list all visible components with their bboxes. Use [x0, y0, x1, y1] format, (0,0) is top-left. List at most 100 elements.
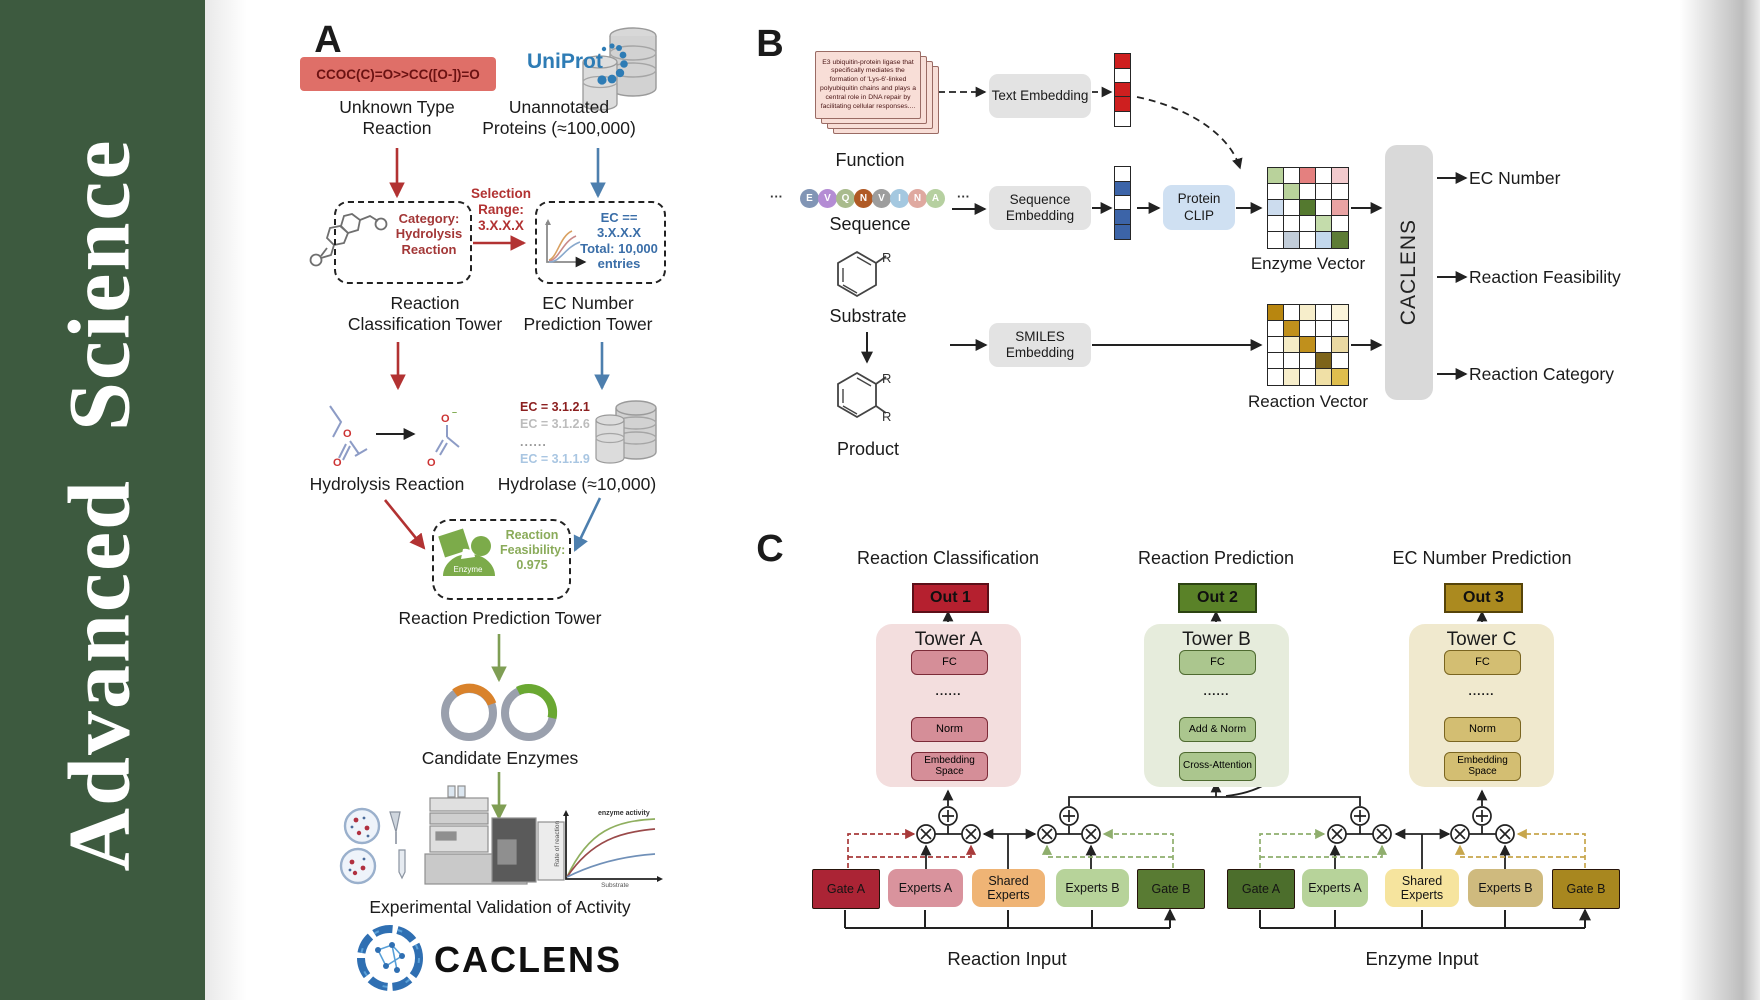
vector-cell [1267, 368, 1285, 386]
vector-cell [1315, 304, 1333, 322]
out1-box: Out 1 [912, 583, 989, 613]
molecule-sketch-icon [309, 213, 388, 267]
vector-cell [1331, 183, 1349, 201]
vector-cell [1331, 304, 1349, 322]
uniprot-database-icon [582, 27, 657, 111]
vector-cell [1331, 167, 1349, 185]
classification-tower-label: Reaction Classification Tower [347, 293, 503, 334]
caclens-block: CACLENS [1385, 145, 1433, 400]
caclens-brand-text: CACLENS [434, 939, 623, 980]
output-reaction-feasibility: Reaction Feasibility [1469, 267, 1621, 287]
vector-cell [1315, 167, 1333, 185]
reaction-vector-label: Reaction Vector [1247, 392, 1368, 411]
activity-chart-icon [563, 810, 663, 882]
vector-cell [1331, 231, 1349, 249]
vector-cell [1299, 304, 1317, 322]
reaction-input-label: Reaction Input [947, 948, 1067, 969]
amino-acid-circle: I [890, 189, 909, 208]
vector-cell [1315, 368, 1333, 386]
hplc-instrument-icon [424, 785, 565, 885]
reaction-vector-grid [1267, 304, 1349, 386]
sequence-embedding-box: Sequence Embedding [989, 186, 1091, 230]
amino-acid-circle: E [800, 189, 819, 208]
tower-b-title: Tower B [1182, 629, 1251, 650]
enzyme-experts-b: Experts B [1468, 869, 1543, 907]
journal-sidebar [0, 0, 205, 1000]
reaction-experts-a: Experts A [888, 869, 963, 907]
ec-result-list: EC = 3.1.2.1 EC = 3.1.2.6 ...... EC = 3.… [520, 400, 590, 466]
hydrolase-database-icon [595, 400, 657, 464]
vector-cell [1331, 336, 1349, 354]
plasmid-icons [441, 683, 558, 741]
caclens-logo [357, 925, 423, 991]
reaction-gate-a: Gate A [812, 869, 880, 909]
vector-cell [1315, 320, 1333, 338]
tower-b-dots: ...... [1203, 684, 1230, 698]
reaction-experts-b: Experts B [1056, 869, 1129, 907]
substrate-molecule [837, 250, 887, 298]
vector-cell [1283, 352, 1301, 370]
vector-cell [1299, 352, 1317, 370]
vector-cell [1283, 231, 1301, 249]
tower-a-title: Tower A [914, 629, 983, 650]
output-reaction-category: Reaction Category [1469, 364, 1614, 384]
vector-cell [1267, 304, 1285, 322]
vector-cell [1267, 336, 1285, 354]
product-label: Product [836, 439, 900, 459]
tower-b-fc: FC [1179, 650, 1256, 675]
output-ec-number: EC Number [1469, 168, 1561, 188]
vector-cell [1267, 183, 1285, 201]
svg-text:Enzyme: Enzyme [454, 565, 483, 574]
vector-cell [1267, 352, 1285, 370]
tower-b-cross-attention: Cross-Attention [1179, 752, 1256, 781]
journal-title: Advanced Science [51, 138, 149, 872]
ec-range-dashed-box [535, 201, 666, 284]
amino-acid-circle: N [854, 189, 873, 208]
vector-cell [1267, 215, 1285, 233]
vector-cell [1315, 215, 1333, 233]
vector-cell [1283, 368, 1301, 386]
activity-ylabel: Rate of reaction [554, 820, 562, 867]
vector-cell [1331, 320, 1349, 338]
uniprot-dots [597, 43, 628, 85]
vector-cell [1331, 215, 1349, 233]
vector-cell [1299, 183, 1317, 201]
enzyme-shared-experts: Shared Experts [1385, 869, 1459, 907]
out2-box: Out 2 [1178, 583, 1257, 613]
tower-c-dots: ...... [1468, 684, 1495, 698]
vector-cell [1315, 183, 1333, 201]
tower-c-norm: Norm [1444, 717, 1521, 742]
vector-cell [1299, 199, 1317, 217]
tower-a-embedding: Embedding Space [911, 752, 988, 781]
unannotated-proteins-label: Unannotated Proteins (≈100,000) [482, 97, 636, 138]
vector-cell [1283, 304, 1301, 322]
vector-cell [1267, 199, 1285, 217]
uniprot-logo-text: UniProt [527, 50, 603, 73]
function-label: Function [835, 150, 905, 170]
tower-a-norm: Norm [911, 717, 988, 742]
enzyme-gate-a: Gate A [1227, 869, 1295, 909]
text-embedding-vector [1114, 53, 1131, 127]
vector-cell [1114, 110, 1131, 127]
validation-label: Experimental Validation of Activity [369, 897, 631, 917]
vector-cell [1299, 167, 1317, 185]
hydrolysis-reaction-label: Hydrolysis Reaction [309, 474, 465, 494]
product-r1-label: R [882, 371, 892, 386]
amino-acid-circle: A [926, 189, 945, 208]
panel-c-label: C [756, 528, 784, 570]
svg-text:O: O [343, 428, 352, 440]
svg-text:O: O [427, 457, 436, 469]
enzyme-vector-grid [1267, 167, 1349, 249]
amino-acid-circle: Q [836, 189, 855, 208]
vector-cell [1315, 336, 1333, 354]
tower-c-embedding: Embedding Space [1444, 752, 1521, 781]
tower-a-fc: FC [911, 650, 988, 675]
vector-cell [1315, 199, 1333, 217]
svg-text:O: O [441, 413, 450, 425]
vector-cell [1299, 231, 1317, 249]
vector-cell [1283, 336, 1301, 354]
vector-cell [1331, 199, 1349, 217]
ester-molecule [329, 405, 368, 461]
